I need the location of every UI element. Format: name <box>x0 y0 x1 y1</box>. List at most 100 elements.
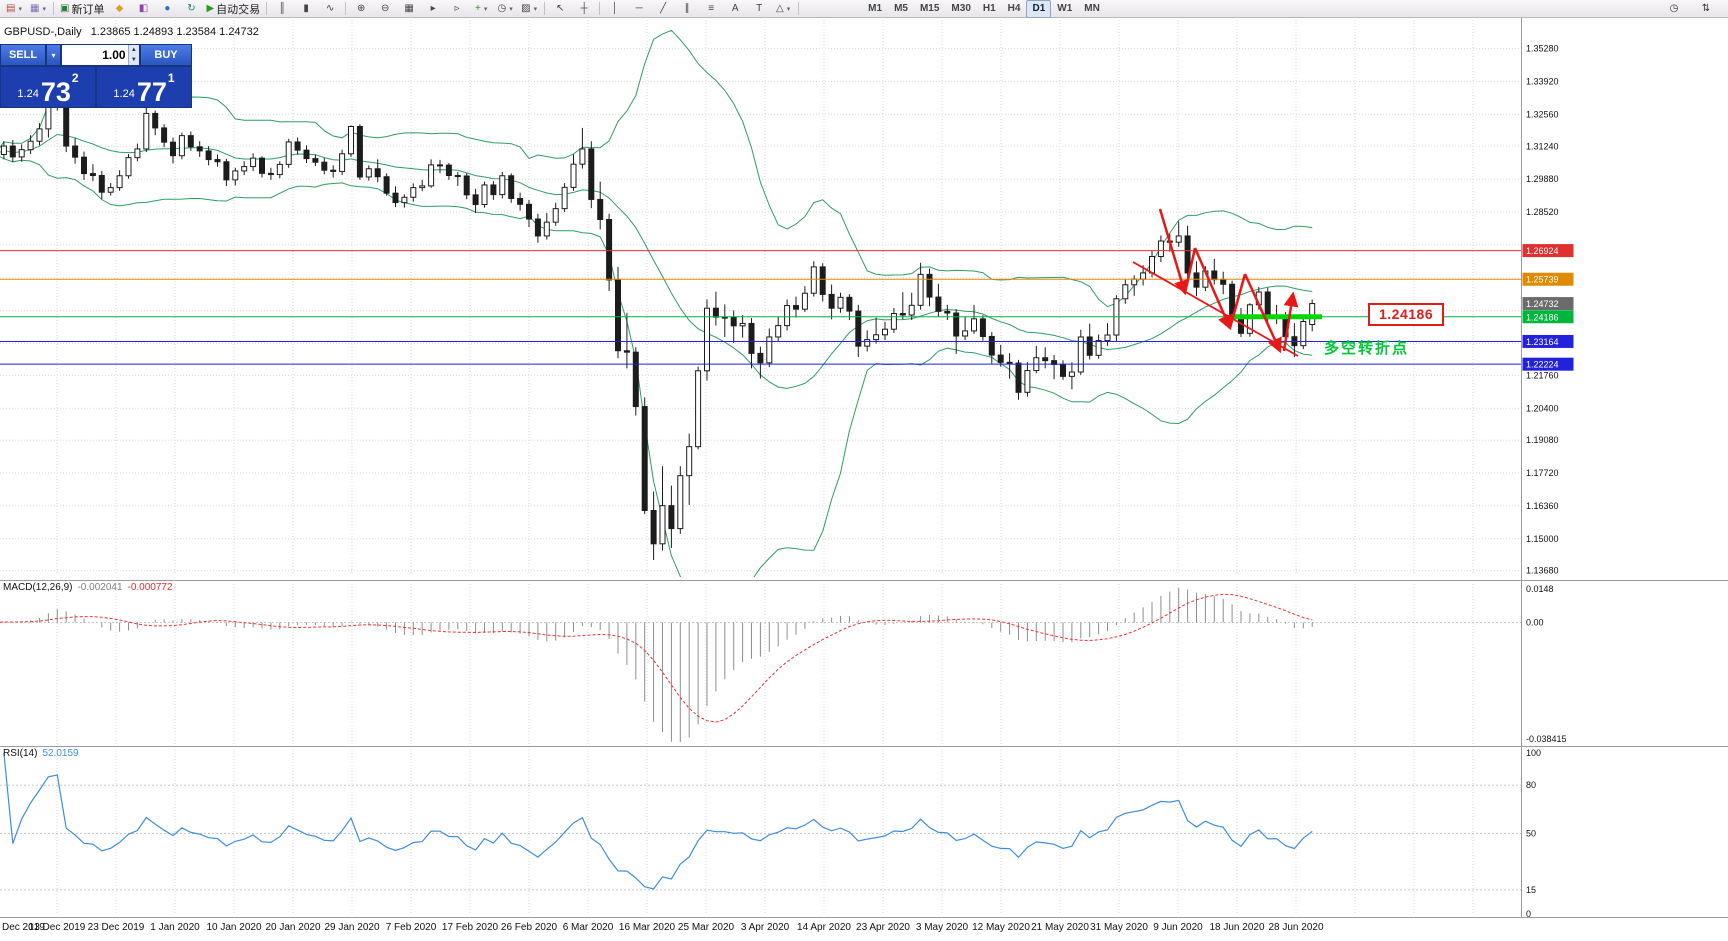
templates-button[interactable]: ▨ ▾ <box>517 0 541 18</box>
refresh-button[interactable]: ↻ <box>179 0 203 18</box>
clock-icon[interactable]: ◷ <box>1669 3 1679 14</box>
indicators-button[interactable]: + ▾ <box>469 0 493 18</box>
candle <box>1060 364 1066 377</box>
svg-text:80: 80 <box>1526 780 1536 790</box>
candle <box>1024 370 1031 393</box>
svg-text:1.15000: 1.15000 <box>1526 534 1559 544</box>
scroll-arrows-icon[interactable]: ⇅ <box>1701 3 1711 14</box>
svg-text:3 Apr 2020: 3 Apr 2020 <box>741 922 790 933</box>
periods-button[interactable]: ◷ ▾ <box>493 0 517 18</box>
red-zigzag-arrow <box>1228 273 1247 329</box>
vertical-line-button[interactable]: │ <box>603 0 627 18</box>
shapes-button[interactable]: △ ▾ <box>771 0 795 18</box>
bar-chart-button[interactable]: ║ <box>270 0 294 18</box>
profiles-button[interactable]: ▦ ▾ <box>26 0 50 18</box>
candle <box>615 279 621 352</box>
candle <box>1122 284 1129 300</box>
label-button[interactable]: T <box>747 0 771 18</box>
timeframe-h4-button[interactable]: H4 <box>1007 3 1021 14</box>
candle <box>846 296 853 312</box>
sell-button[interactable]: SELL <box>0 44 46 66</box>
market-button[interactable]: ◧ <box>131 0 155 18</box>
timeframe-mn-button[interactable]: MN <box>1084 3 1100 14</box>
channel-button[interactable]: ∥ <box>675 0 699 18</box>
text-button[interactable]: A <box>723 0 747 18</box>
order-type-dropdown[interactable]: ▾ <box>46 44 61 66</box>
candle <box>36 128 43 142</box>
crosshair-button[interactable]: ┼ <box>572 0 596 18</box>
candle <box>232 170 239 181</box>
sell-price-big: 73 <box>40 77 71 108</box>
timeframe-m1-button[interactable]: M1 <box>868 3 883 14</box>
refresh-icon: ↻ <box>187 2 196 14</box>
candles-layer <box>0 91 1316 561</box>
candle <box>979 318 986 337</box>
candle <box>890 313 897 330</box>
timeframe-m15-button[interactable]: M15 <box>919 3 940 14</box>
candle <box>330 169 337 172</box>
sell-price[interactable]: 1.24 73 2 <box>0 66 96 108</box>
svg-text:13 Dec 2019: 13 Dec 2019 <box>29 922 86 933</box>
candle <box>170 141 176 157</box>
new-order-button[interactable]: ▣ 新订单 <box>57 0 107 18</box>
cursor-button[interactable]: ↖ <box>548 0 572 18</box>
new-chart-button[interactable]: ▤ ▾ <box>2 0 26 18</box>
candle <box>650 509 657 545</box>
candle <box>579 148 586 165</box>
buy-button[interactable]: BUY <box>140 44 192 66</box>
candle <box>1042 357 1049 362</box>
candle <box>1077 336 1084 373</box>
alerts-button[interactable]: ◆ <box>107 0 131 18</box>
candle <box>588 148 595 200</box>
red-zigzag-arrow <box>1193 247 1232 331</box>
chevron-down-icon: ▾ <box>51 50 56 60</box>
stepper-up-icon[interactable]: ▲ <box>130 47 137 53</box>
timeframe-h1-button[interactable]: H1 <box>982 3 996 14</box>
candle <box>962 330 969 337</box>
line-chart-button[interactable]: ∿ <box>318 0 342 18</box>
candle <box>953 312 960 337</box>
svg-text:7 Feb 2020: 7 Feb 2020 <box>386 922 437 933</box>
auto-scroll-button[interactable]: ▸ <box>421 0 445 18</box>
volume-input[interactable] <box>62 45 128 65</box>
fibonacci-button[interactable]: ≡ <box>699 0 723 18</box>
buy-price[interactable]: 1.24 77 1 <box>96 66 192 108</box>
timeframe-m30-button[interactable]: M30 <box>951 3 971 14</box>
horizontal-line-button[interactable]: ─ <box>627 0 651 18</box>
svg-text:14 Apr 2020: 14 Apr 2020 <box>797 922 851 933</box>
timeframe-m5-button[interactable]: M5 <box>894 3 908 14</box>
candle <box>668 505 675 530</box>
candle <box>348 125 354 155</box>
candle <box>659 505 666 545</box>
auto-trading-button[interactable]: ▶ 自动交易 <box>203 0 263 18</box>
candlestick-chart-button[interactable]: ▮ <box>294 0 318 18</box>
timeframe-d1-button[interactable]: D1 <box>1026 0 1052 18</box>
bollinger-band-line <box>0 29 1313 308</box>
candle <box>561 186 568 210</box>
svg-text:1.35280: 1.35280 <box>1526 44 1559 54</box>
volume-stepper[interactable]: ▲ ▼ <box>127 45 139 65</box>
candle <box>490 184 497 196</box>
zoom-in-button[interactable]: ⊕ <box>349 0 373 18</box>
candle <box>1211 270 1218 281</box>
trendline-button[interactable]: ╱ <box>651 0 675 18</box>
candle <box>873 334 880 341</box>
community-button[interactable]: ● <box>155 0 179 18</box>
stepper-down-icon[interactable]: ▼ <box>130 57 137 63</box>
price-axis[interactable]: 1.35280 1.33920 1.32560 1.31240 1.29880 1.285… <box>0 18 1728 918</box>
svg-text:1.25739: 1.25739 <box>1526 275 1559 285</box>
fibonacci-icon: ≡ <box>708 2 715 14</box>
chart-shift-button[interactable]: ▹ <box>445 0 469 18</box>
timeframe-w1-button[interactable]: W1 <box>1057 3 1073 14</box>
tile-windows-button[interactable]: ▦ <box>397 0 421 18</box>
zoom-out-button[interactable]: ⊖ <box>373 0 397 18</box>
candle <box>899 313 906 316</box>
svg-text:25 Mar 2020: 25 Mar 2020 <box>678 922 735 933</box>
candle <box>730 316 737 327</box>
candle <box>1157 240 1164 257</box>
svg-text:1 Jan 2020: 1 Jan 2020 <box>150 922 200 933</box>
svg-text:1.19080: 1.19080 <box>1526 435 1559 445</box>
candle <box>855 310 862 347</box>
